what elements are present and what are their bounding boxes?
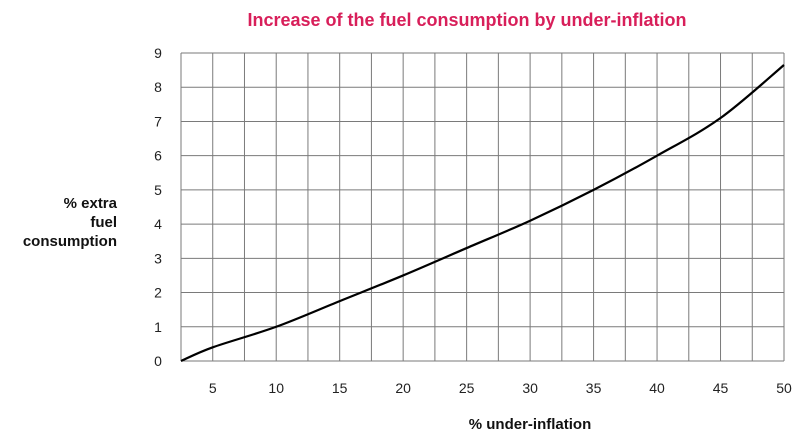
series-line (180, 64, 785, 363)
y-tick-label: 7 (154, 113, 162, 129)
y-axis-label-line-3: consumption (23, 233, 117, 250)
y-axis-label-line-1: % extra (64, 195, 118, 212)
grid (180, 52, 785, 362)
x-tick-label: 10 (268, 380, 284, 396)
x-tick-label: 25 (459, 380, 475, 396)
x-tick-label: 35 (586, 380, 602, 396)
x-tick-label: 40 (649, 380, 665, 396)
y-tick-label: 8 (154, 79, 162, 95)
x-tick-label: 30 (522, 380, 538, 396)
y-tick-label: 5 (154, 182, 162, 198)
y-tick-label: 2 (154, 285, 162, 301)
x-tick-label: 20 (395, 380, 411, 396)
y-tick-label: 0 (154, 353, 162, 369)
x-axis-label: % under-inflation (469, 416, 592, 433)
x-tick-label: 50 (776, 380, 792, 396)
y-axis-label: % extra fuel consumption (23, 195, 118, 250)
y-tick-label: 3 (154, 250, 162, 266)
series-group (180, 64, 785, 363)
y-tick-label: 6 (154, 148, 162, 164)
y-tick-label: 9 (154, 45, 162, 61)
y-tick-label: 1 (154, 319, 162, 335)
x-tick-label: 45 (713, 380, 729, 396)
x-tick-label: 5 (209, 380, 217, 396)
y-axis-label-line-2: fuel (90, 214, 117, 231)
chart-title: Increase of the fuel consumption by unde… (247, 10, 686, 30)
y-axis-ticks: 0 1 2 3 4 5 6 7 8 9 (154, 45, 162, 369)
x-tick-label: 15 (332, 380, 348, 396)
y-tick-label: 4 (154, 216, 162, 232)
x-axis-ticks: 5 10 15 20 25 30 35 40 45 50 (209, 380, 792, 396)
